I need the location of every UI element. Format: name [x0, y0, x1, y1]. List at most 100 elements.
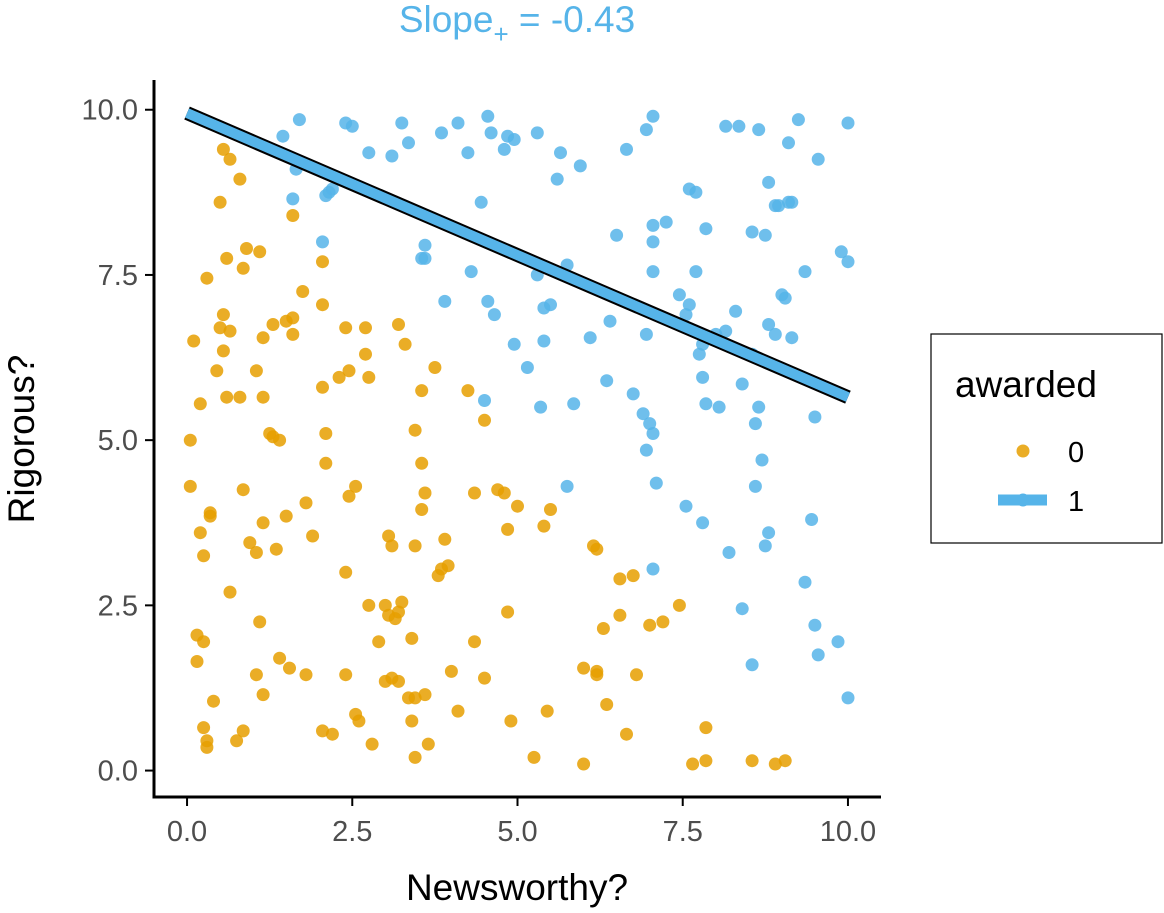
data-point-0 [392, 674, 405, 688]
data-point-1 [507, 133, 521, 146]
data-point-0 [316, 724, 329, 738]
x-tick-label: 0.0 [167, 816, 207, 848]
data-point-0 [418, 688, 432, 702]
data-point-1 [791, 113, 805, 127]
data-point-0 [451, 704, 465, 718]
data-point-0 [405, 714, 419, 728]
data-point-1 [507, 337, 521, 351]
data-point-1 [481, 294, 495, 308]
data-point-1 [286, 192, 300, 206]
data-point-1 [808, 410, 822, 424]
data-point-0 [286, 311, 300, 325]
data-point-0 [408, 539, 422, 553]
data-point-0 [501, 605, 515, 619]
data-point-0 [263, 427, 277, 440]
data-point-1 [560, 479, 574, 493]
data-point-0 [273, 433, 287, 447]
data-point-0 [249, 364, 263, 378]
data-point-1 [276, 129, 290, 143]
data-point-1 [672, 288, 686, 302]
x-tick-label: 2.5 [332, 816, 372, 848]
data-point-1 [435, 126, 448, 140]
data-point-0 [620, 727, 633, 741]
data-point-0 [352, 714, 366, 728]
data-point-0 [613, 608, 627, 622]
data-point-0 [223, 585, 237, 599]
legend-entry-0: 0 [1016, 437, 1084, 469]
data-point-0 [253, 245, 267, 259]
data-point-1 [699, 397, 713, 411]
data-point-1 [554, 146, 567, 160]
data-point-0 [478, 413, 491, 427]
y-axis-ticks: 0.0 2.5 5.0 7.5 10.0 [82, 95, 154, 788]
data-point-0 [207, 694, 220, 708]
data-point-0 [478, 671, 491, 685]
data-point-0 [438, 532, 452, 546]
data-point-1 [719, 324, 733, 338]
data-point-1 [841, 691, 855, 705]
data-point-0 [590, 668, 604, 682]
data-point-1 [583, 331, 597, 345]
data-point-0 [243, 536, 257, 550]
data-point-0 [415, 384, 429, 398]
data-point-0 [577, 661, 591, 675]
data-point-1 [418, 238, 432, 252]
data-point-0 [190, 655, 204, 668]
data-point-0 [385, 539, 399, 553]
data-point-0 [233, 172, 247, 186]
data-point-0 [544, 503, 557, 516]
data-point-0 [349, 479, 363, 493]
data-point-0 [279, 509, 293, 523]
points-layer [183, 109, 855, 771]
data-point-0 [332, 370, 346, 384]
data-point-0 [203, 506, 217, 520]
data-point-0 [540, 704, 554, 718]
y-tick-label: 7.5 [98, 260, 138, 292]
data-point-1 [646, 109, 660, 123]
data-point-1 [834, 245, 848, 259]
data-point-0 [643, 618, 657, 632]
data-point-0 [408, 750, 422, 764]
data-point-0 [266, 318, 280, 331]
data-point-0 [365, 737, 379, 751]
data-point-0 [378, 598, 392, 612]
x-tick-label: 7.5 [663, 816, 703, 848]
data-point-0 [362, 370, 376, 384]
data-point-0 [183, 479, 197, 493]
data-point-0 [236, 483, 250, 497]
chart-title-value: = -0.43 [509, 0, 636, 40]
data-point-1 [636, 407, 650, 421]
data-point-1 [464, 265, 478, 279]
data-point-0 [497, 486, 511, 500]
data-point-0 [240, 242, 253, 255]
x-tick-label: 10.0 [820, 816, 876, 848]
data-point-1 [758, 228, 772, 242]
data-point-0 [197, 635, 211, 649]
data-point-0 [428, 361, 442, 374]
data-point-0 [444, 664, 458, 678]
data-point-0 [626, 569, 640, 583]
data-point-0 [193, 526, 207, 540]
data-point-0 [236, 261, 250, 275]
data-point-1 [567, 397, 581, 411]
data-point-0 [405, 631, 419, 645]
data-point-1 [841, 116, 855, 130]
data-point-0 [699, 754, 713, 768]
data-point-1 [755, 453, 769, 467]
data-point-1 [805, 513, 819, 526]
data-point-1 [487, 308, 501, 322]
data-point-0 [778, 754, 792, 768]
data-point-1 [679, 499, 693, 513]
data-point-1 [292, 113, 306, 127]
data-point-0 [441, 559, 455, 573]
data-point-1 [402, 136, 415, 150]
data-point-0 [216, 142, 230, 156]
data-point-1 [841, 255, 855, 269]
data-point-1 [732, 119, 746, 133]
data-point-0 [339, 321, 353, 335]
data-point-1 [534, 400, 548, 414]
data-point-1 [573, 159, 587, 173]
data-point-1 [620, 142, 633, 156]
data-point-0 [223, 324, 237, 338]
